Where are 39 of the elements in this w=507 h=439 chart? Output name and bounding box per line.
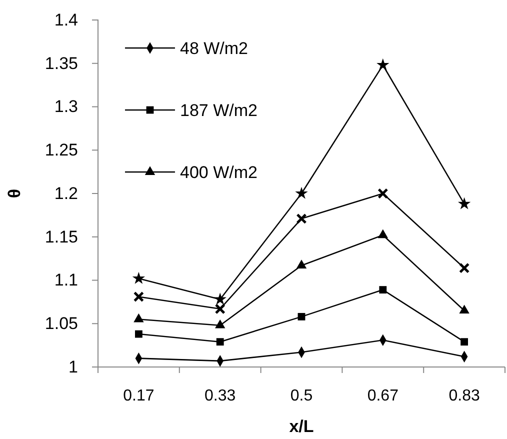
legend-label: 400 W/m2 (180, 163, 258, 182)
point (133, 291, 144, 302)
point (296, 213, 307, 224)
point (458, 197, 471, 210)
point (378, 229, 388, 238)
point (214, 304, 226, 314)
y-tick-label: 1.2 (54, 184, 78, 203)
point (295, 186, 308, 199)
x-tick-label: 0.33 (204, 387, 236, 404)
point (460, 338, 468, 346)
y-tick-label: 1.4 (54, 10, 78, 30)
y-tick-label: 1.1 (54, 270, 78, 290)
point (296, 260, 307, 268)
y-tick-label: 1.05 (44, 314, 78, 334)
point (134, 330, 142, 338)
y-tick-label: 1 (68, 357, 78, 376)
point (378, 188, 388, 199)
x-tick-label: 0.5 (290, 387, 313, 404)
legend-label: 187 W/m2 (180, 101, 258, 120)
y-tick-label: 1.25 (44, 140, 78, 160)
point (459, 304, 470, 314)
x-tick-label: 0.67 (367, 387, 399, 404)
point (458, 262, 470, 274)
x-tick-label: 0.17 (123, 387, 154, 404)
point (214, 292, 226, 305)
y-axis-title: θ (5, 188, 24, 198)
point (298, 312, 306, 320)
x-axis-title: x/L (289, 417, 314, 436)
point (215, 319, 226, 328)
point (134, 313, 144, 322)
point (376, 58, 390, 71)
point (379, 286, 387, 294)
point (216, 338, 224, 346)
x-tick-label: 0.83 (448, 387, 480, 404)
y-tick-label: 1.35 (44, 54, 78, 73)
y-tick-label: 1.15 (44, 227, 78, 246)
point (132, 272, 146, 284)
legend-label: 48 W/m2 (180, 39, 248, 58)
y-tick-label: 1.3 (54, 97, 78, 116)
